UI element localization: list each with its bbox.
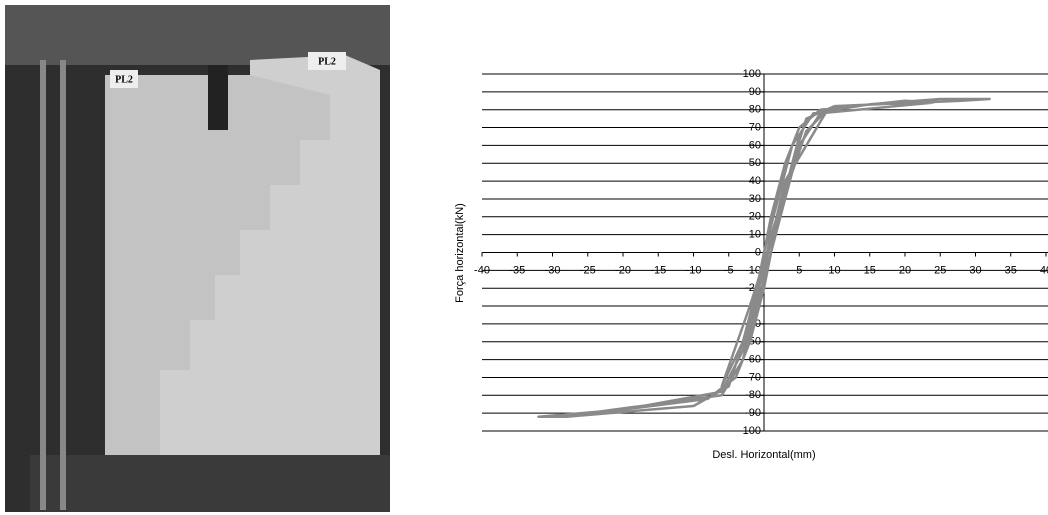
y-tick-label: 60 — [749, 139, 761, 151]
x-axis-title: Desl. Horizontal(mm) — [712, 449, 815, 461]
y-tick-label: 10 — [749, 229, 761, 241]
y-tick-label: -90 — [745, 407, 761, 419]
x-tick-label: 35 — [1005, 264, 1017, 276]
x-tick-label: 20 — [899, 264, 911, 276]
y-tick-label: 40 — [749, 175, 761, 187]
photo: PL2 PL2 — [5, 5, 390, 512]
x-tick-label: -30 — [545, 264, 561, 276]
y-axis-title: Força horizontal(kN) — [454, 203, 466, 303]
x-tick-label: 5 — [796, 264, 802, 276]
x-tick-label: 30 — [969, 264, 981, 276]
y-tick-label: 90 — [749, 86, 761, 98]
x-tick-label: 40 — [1040, 264, 1048, 276]
y-tick-label: -100 — [739, 425, 761, 437]
y-tick-label: 80 — [749, 104, 761, 116]
x-tick-label: 10 — [828, 264, 840, 276]
x-tick-label: -35 — [509, 264, 525, 276]
rod — [40, 60, 46, 510]
y-tick-label: 20 — [749, 211, 761, 223]
base-beam — [30, 455, 390, 512]
wall-step — [105, 75, 330, 470]
rod — [60, 60, 66, 510]
label-plate — [110, 70, 138, 88]
y-tick-label: -70 — [745, 371, 761, 383]
photo-label: PL2 — [115, 74, 133, 85]
photo-label: PL2 — [318, 56, 336, 67]
y-tick-label: -10 — [745, 264, 761, 276]
x-tick-label: 15 — [864, 264, 876, 276]
x-tick-label: -20 — [615, 264, 631, 276]
x-tick-label: -10 — [686, 264, 702, 276]
x-tick-label: -25 — [580, 264, 596, 276]
clamp — [208, 65, 228, 130]
y-tick-label: 100 — [743, 68, 761, 80]
x-tick-label: -15 — [650, 264, 666, 276]
label-plate — [308, 52, 346, 70]
data-line — [537, 97, 991, 418]
y-tick-label: -60 — [745, 354, 761, 366]
y-tick-label: -80 — [745, 389, 761, 401]
x-tick-label: 25 — [934, 264, 946, 276]
x-tick-label: -40 — [474, 264, 490, 276]
x-tick-label: -5 — [724, 264, 734, 276]
y-tick-label: 50 — [749, 157, 761, 169]
y-tick-label: 30 — [749, 193, 761, 205]
y-tick-label: 70 — [749, 121, 761, 133]
